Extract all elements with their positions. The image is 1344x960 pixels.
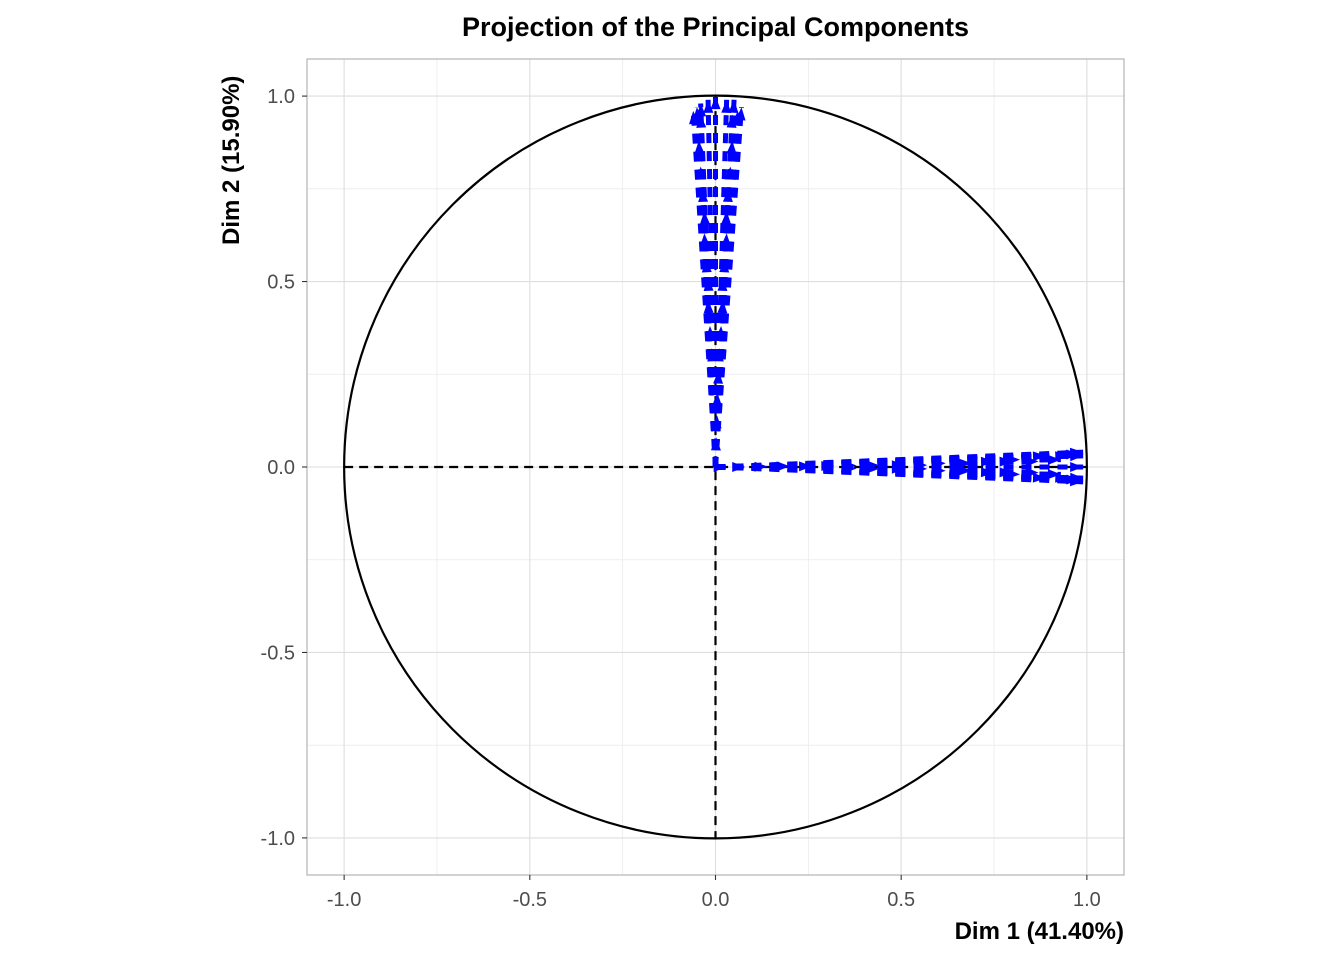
vector-arrowhead-4	[1070, 462, 1084, 472]
y-axis-ticks: 1.0 0.5 0.0 -0.5 -1.0	[261, 86, 307, 850]
vector-arrowhead-44	[703, 99, 714, 113]
vector-arrowhead-21	[958, 458, 972, 469]
vector-line-34	[715, 463, 813, 470]
x-tick-label-4: 1.0	[1073, 889, 1101, 911]
vector-arrowhead-50	[694, 140, 705, 154]
vector-arrowhead-67	[715, 326, 726, 340]
vector-arrowhead-17	[999, 456, 1013, 467]
vector-arrowhead-33	[821, 461, 835, 472]
vector-arrowhead-13	[1025, 456, 1039, 467]
y-axis-title: Dim 2 (15.90%)	[218, 76, 245, 245]
vector-arrowhead-70	[713, 370, 724, 384]
vector-arrowhead-24	[932, 465, 946, 476]
y-tick-label-3: -0.5	[261, 642, 295, 664]
vector-arrowhead-65	[717, 300, 728, 314]
x-axis-title: Dim 1 (41.40%)	[955, 918, 1124, 945]
loading-vectors	[689, 96, 1084, 487]
vector-arrowhead-12	[1032, 472, 1047, 483]
vector-arrowhead-14	[1025, 467, 1039, 478]
vector-arrowhead-55	[722, 188, 733, 203]
vector-arrowhead-58	[699, 233, 710, 247]
vector-arrowhead-72	[711, 415, 722, 429]
vector-arrowhead-35	[776, 461, 790, 472]
y-tick-label-2: 0.0	[267, 457, 295, 479]
vector-arrowhead-23	[932, 458, 946, 469]
vector-arrowhead-61	[719, 259, 730, 273]
vector-arrowhead-57	[721, 211, 732, 225]
y-tick-label-4: -1.0	[261, 828, 295, 850]
vector-arrowhead-48	[696, 114, 707, 128]
vector-arrowhead-71	[712, 392, 723, 406]
vector-arrowhead-32	[843, 463, 857, 474]
y-tick-label-1: 0.5	[267, 272, 295, 294]
vector-arrowhead-34	[799, 461, 813, 472]
x-axis-ticks: -1.0 -0.5 0.0 0.5 1.0	[327, 875, 1101, 911]
vector-arrowhead-6	[1066, 474, 1080, 485]
x-tick-label-3: 0.5	[887, 889, 915, 911]
vector-arrowhead-36	[754, 461, 768, 472]
chart-title: Projection of the Principal Components	[462, 12, 969, 42]
x-tick-label-2: 0.0	[702, 889, 730, 911]
vector-arrowhead-19	[980, 456, 995, 467]
vector-arrowhead-73	[710, 437, 721, 451]
vector-arrowhead-66	[705, 326, 716, 340]
vector-arrowhead-43	[710, 96, 721, 110]
vector-arrowhead-63	[717, 277, 728, 292]
vector-arrowhead-53	[724, 166, 735, 180]
vector-arrowhead-37	[732, 462, 746, 472]
vector-arrowhead-5	[1066, 449, 1080, 460]
x-tick-label-1: -0.5	[513, 889, 547, 911]
vector-arrowhead-42	[728, 99, 739, 114]
vector-arrowhead-47	[731, 110, 742, 125]
vector-arrowhead-68	[707, 348, 718, 362]
vector-arrowhead-30	[865, 463, 879, 474]
vector-arrowhead-60	[701, 259, 712, 273]
vector-arrowhead-69	[713, 348, 724, 362]
y-tick-label-0: 1.0	[267, 86, 295, 108]
x-tick-label-0: -1.0	[327, 889, 361, 911]
vector-arrowhead-28	[891, 463, 905, 474]
vector-arrowhead-22	[958, 465, 972, 476]
vector-arrowhead-18	[999, 467, 1013, 478]
vector-arrowhead-54	[698, 188, 709, 203]
vector-arrowhead-59	[721, 233, 732, 247]
vector-arrowhead-49	[726, 114, 737, 128]
vector-arrowhead-20	[980, 467, 995, 478]
vector-arrowhead-62	[703, 277, 714, 292]
vector-arrowhead-64	[703, 300, 714, 314]
vector-arrowhead-9	[1047, 454, 1061, 465]
unit-circle-layer	[343, 94, 1088, 840]
vector-line-70	[713, 370, 721, 468]
vector-arrowhead-26	[914, 463, 928, 474]
vector-arrowhead-45	[721, 99, 732, 113]
vector-arrowhead-51	[726, 140, 737, 154]
vector-arrowhead-52	[696, 166, 707, 180]
vector-arrowhead-11	[1032, 451, 1047, 462]
vector-arrowhead-10	[1047, 469, 1061, 480]
vector-arrowhead-56	[699, 211, 710, 225]
